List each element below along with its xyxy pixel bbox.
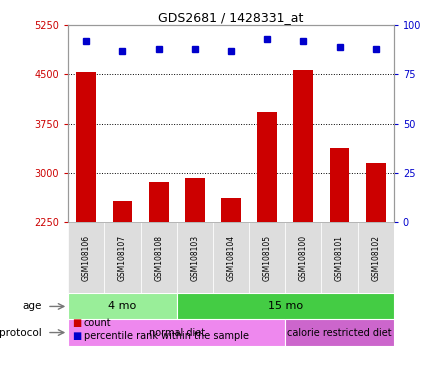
Bar — [68, 293, 177, 319]
Text: 4 mo: 4 mo — [108, 301, 136, 311]
Bar — [366, 163, 386, 222]
Bar — [77, 72, 96, 222]
Bar — [185, 177, 205, 222]
Bar — [177, 293, 394, 319]
Bar — [322, 222, 358, 293]
Title: GDS2681 / 1428331_at: GDS2681 / 1428331_at — [158, 11, 304, 24]
Bar — [213, 222, 249, 293]
Text: 15 mo: 15 mo — [268, 301, 303, 311]
Text: ■: ■ — [73, 331, 82, 341]
Text: ■: ■ — [73, 318, 82, 328]
Bar — [149, 182, 169, 222]
Bar — [104, 222, 140, 293]
Text: GSM108103: GSM108103 — [191, 235, 199, 281]
Text: normal diet: normal diet — [149, 328, 205, 338]
Bar — [68, 222, 104, 293]
Text: protocol: protocol — [0, 328, 42, 338]
Bar — [68, 319, 285, 346]
Bar — [257, 113, 277, 222]
Bar — [140, 222, 177, 293]
Text: count: count — [84, 318, 111, 328]
Text: percentile rank within the sample: percentile rank within the sample — [84, 331, 249, 341]
Bar — [285, 222, 322, 293]
Text: GSM108100: GSM108100 — [299, 235, 308, 281]
Bar — [177, 222, 213, 293]
Bar — [330, 148, 349, 222]
Text: GSM108102: GSM108102 — [371, 235, 380, 281]
Bar — [249, 222, 285, 293]
Text: calorie restricted diet: calorie restricted diet — [287, 328, 392, 338]
Text: GSM108101: GSM108101 — [335, 235, 344, 281]
Bar — [285, 319, 394, 346]
Text: GSM108105: GSM108105 — [263, 235, 271, 281]
Bar — [113, 200, 132, 222]
Bar — [221, 198, 241, 222]
Text: age: age — [23, 301, 42, 311]
Bar — [293, 70, 313, 222]
Bar — [358, 222, 394, 293]
Text: GSM108106: GSM108106 — [82, 235, 91, 281]
Text: GSM108104: GSM108104 — [227, 235, 235, 281]
Text: GSM108107: GSM108107 — [118, 235, 127, 281]
Text: GSM108108: GSM108108 — [154, 235, 163, 281]
